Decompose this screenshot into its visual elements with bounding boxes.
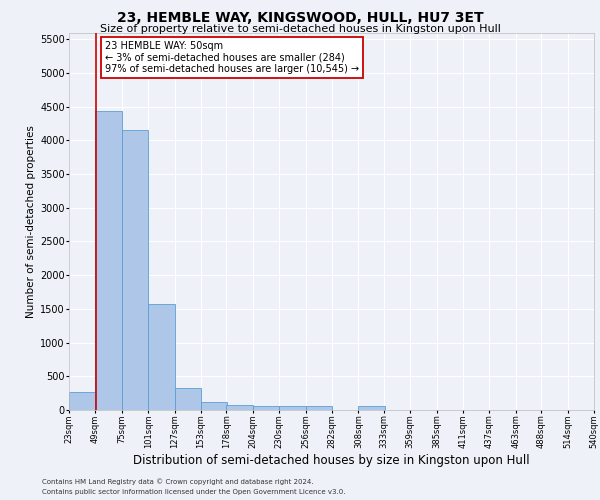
- Bar: [253, 406, 279, 410]
- X-axis label: Distribution of semi-detached houses by size in Kingston upon Hull: Distribution of semi-detached houses by …: [133, 454, 530, 466]
- Y-axis label: Number of semi-detached properties: Number of semi-detached properties: [26, 125, 36, 318]
- Bar: [226, 404, 253, 410]
- Bar: [358, 406, 385, 410]
- Text: Contains public sector information licensed under the Open Government Licence v3: Contains public sector information licen…: [42, 489, 346, 495]
- Text: Size of property relative to semi-detached houses in Kingston upon Hull: Size of property relative to semi-detach…: [100, 24, 500, 34]
- Bar: [69, 392, 95, 410]
- Bar: [279, 406, 305, 410]
- Bar: [305, 406, 332, 410]
- Bar: [201, 402, 227, 410]
- Text: 23 HEMBLE WAY: 50sqm
← 3% of semi-detached houses are smaller (284)
97% of semi-: 23 HEMBLE WAY: 50sqm ← 3% of semi-detach…: [104, 40, 359, 74]
- Bar: [175, 388, 201, 410]
- Bar: [95, 112, 122, 410]
- Bar: [122, 130, 148, 410]
- Bar: [148, 304, 175, 410]
- Text: Contains HM Land Registry data © Crown copyright and database right 2024.: Contains HM Land Registry data © Crown c…: [42, 478, 314, 485]
- Text: 23, HEMBLE WAY, KINGSWOOD, HULL, HU7 3ET: 23, HEMBLE WAY, KINGSWOOD, HULL, HU7 3ET: [116, 11, 484, 25]
